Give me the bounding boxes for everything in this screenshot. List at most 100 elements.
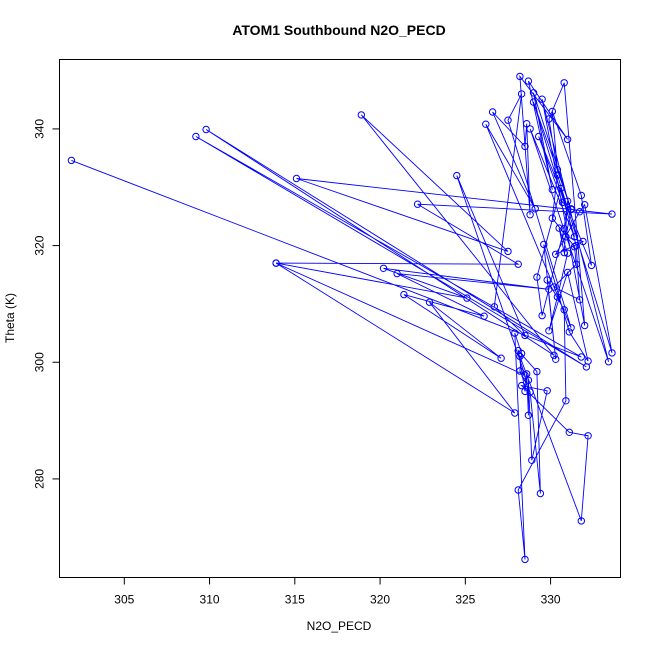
series-layer (67, 72, 616, 564)
data-point (521, 371, 529, 379)
x-axis: 305 310 315 320 325 330 (114, 577, 561, 607)
data-point (548, 107, 556, 116)
data-point (292, 174, 301, 183)
data-point (572, 241, 580, 250)
data-point (548, 185, 556, 194)
data-point (517, 381, 526, 390)
data-point (577, 517, 585, 525)
data-point (570, 233, 579, 241)
data-point (357, 111, 365, 119)
data-point (480, 312, 488, 320)
data-point (521, 387, 529, 396)
data-point (523, 120, 531, 128)
data-point (524, 376, 533, 384)
data-point (587, 261, 596, 270)
data-point (604, 358, 613, 366)
data-point (563, 197, 572, 205)
data-point (514, 486, 522, 494)
data-point (577, 191, 585, 200)
x-tick-label: 330 (541, 593, 561, 607)
data-point (579, 237, 587, 246)
data-point (543, 387, 551, 395)
data-point (575, 208, 584, 216)
data-point (535, 132, 543, 141)
y-tick-label: 340 (33, 119, 47, 139)
data-point (425, 298, 434, 306)
data-point (553, 166, 562, 174)
data-point (584, 357, 592, 365)
data-point (490, 303, 498, 311)
data-point (538, 95, 546, 103)
data-point (563, 249, 572, 257)
data-point (400, 290, 408, 299)
data-point (272, 259, 280, 267)
x-axis-label: N2O_PECD (307, 619, 372, 633)
data-point (517, 90, 526, 98)
data-point (533, 367, 541, 376)
data-point (550, 351, 558, 359)
data-point (482, 120, 490, 128)
data-point (488, 108, 497, 116)
y-tick-label: 280 (33, 469, 47, 489)
x-tick-label: 315 (285, 593, 305, 607)
data-point (453, 171, 461, 180)
data-point (567, 205, 575, 213)
data-point (529, 98, 538, 106)
y-axis: 280 300 320 340 (33, 119, 60, 489)
data-point (560, 306, 568, 314)
data-point (560, 79, 568, 87)
data-point (202, 125, 210, 134)
data-point (521, 331, 529, 340)
data-point (511, 409, 519, 417)
data-point (555, 224, 563, 232)
series-line (71, 74, 613, 560)
data-point (552, 250, 560, 259)
data-point (524, 77, 533, 85)
data-point (558, 198, 567, 207)
data-point (463, 294, 471, 302)
chart-title: ATOM1 Southbound N2O_PECD (232, 22, 445, 38)
data-point (575, 296, 584, 304)
x-tick-label: 305 (114, 593, 134, 607)
data-point (553, 293, 562, 301)
data-point (514, 260, 522, 268)
data-point (562, 233, 570, 241)
x-tick-label: 310 (200, 593, 220, 607)
data-point (565, 328, 573, 336)
data-point (526, 125, 534, 133)
data-point (567, 324, 575, 332)
data-point (526, 388, 534, 396)
x-tick-label: 320 (370, 593, 390, 607)
data-point (536, 489, 545, 498)
y-tick-label: 320 (33, 235, 47, 255)
data-point (379, 264, 388, 272)
data-point (516, 367, 524, 375)
data-point (521, 555, 529, 564)
data-point (526, 211, 534, 219)
data-point (581, 321, 589, 330)
data-point (543, 276, 551, 284)
data-point (563, 135, 572, 144)
data-point (560, 225, 568, 233)
data-point (516, 352, 524, 361)
data-point (577, 353, 585, 361)
data-point (608, 210, 616, 218)
data-point (528, 456, 536, 464)
data-point (565, 428, 573, 436)
data-point (557, 184, 565, 193)
data-point (67, 156, 76, 165)
data-point (552, 355, 560, 363)
data-point (540, 240, 548, 249)
data-point (550, 283, 558, 291)
data-point (572, 260, 580, 268)
data-point (529, 89, 538, 97)
y-axis-label: Theta (K) (3, 293, 17, 343)
data-point (516, 72, 524, 81)
data-point (584, 432, 592, 440)
data-point (393, 269, 401, 278)
data-point (581, 201, 589, 209)
data-point (545, 115, 553, 123)
data-point (524, 411, 533, 419)
data-point (563, 268, 572, 277)
